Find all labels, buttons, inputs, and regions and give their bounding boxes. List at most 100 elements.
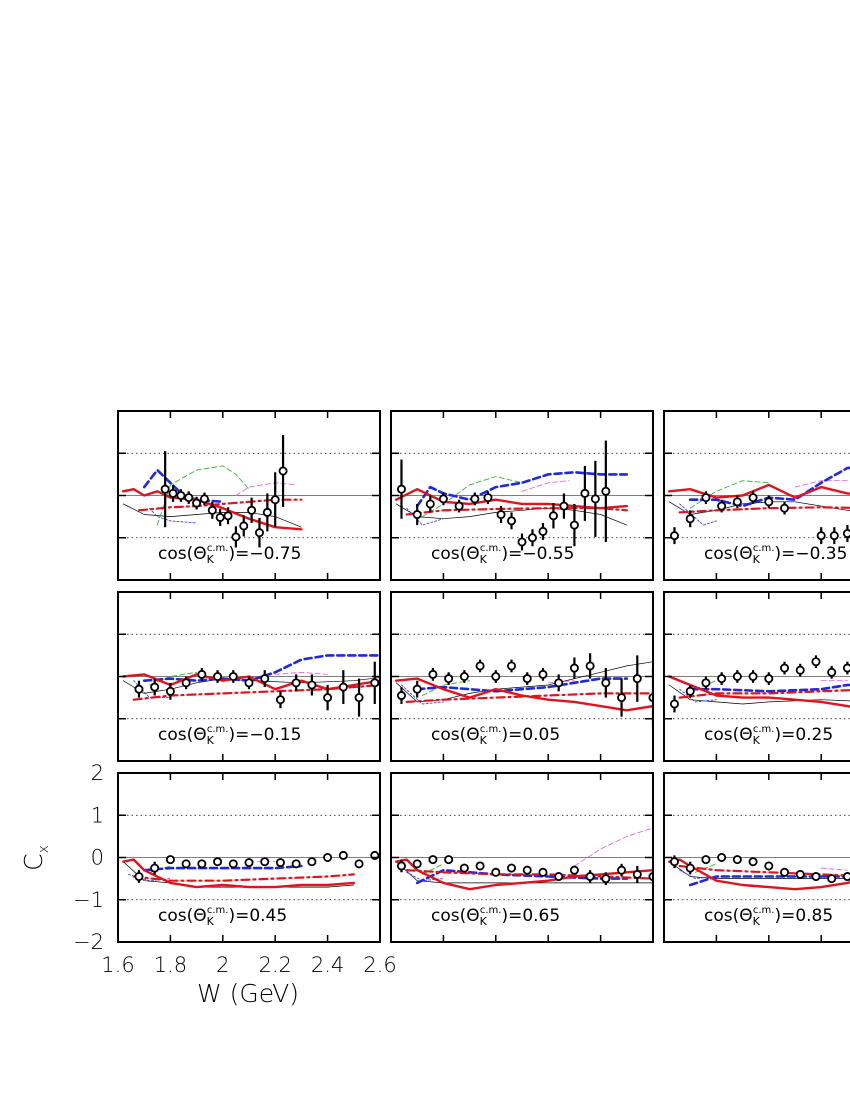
data-point [213, 672, 223, 682]
data-point [412, 510, 422, 520]
curve-dashed [142, 864, 303, 872]
data-point [396, 484, 406, 494]
data-point [231, 532, 241, 542]
panel-label-part: cos(Θ [158, 906, 207, 926]
panel-label-part: c.m. [480, 543, 502, 554]
curve-thin-dashed-green [421, 476, 523, 518]
data-point [192, 498, 202, 508]
data-point [244, 678, 254, 688]
panels-layer: cos(ΘKc.m.)=−0.75 cos(ΘKc.m.)=−0.55 cos(ΘK… [117, 410, 850, 943]
data-point [307, 680, 317, 690]
data-points [396, 440, 611, 551]
curve-thin-dashed-magenta [573, 827, 653, 867]
panel-label: cos(ΘKc.m.)=0.25 [704, 724, 833, 747]
panel-label-part: K [207, 915, 215, 928]
data-point [412, 684, 422, 694]
curve-thick-solid [668, 675, 850, 708]
curve-dashed [415, 470, 629, 508]
curve-thick-solid [668, 858, 850, 891]
curve-thick-solid [395, 677, 653, 712]
data-point [590, 494, 600, 504]
panel-label-part: K [480, 915, 488, 928]
data-point [134, 684, 144, 694]
data-point [184, 493, 194, 503]
panel-label-part: c.m. [207, 905, 229, 916]
data-point [732, 672, 742, 682]
data-point [438, 494, 448, 504]
data-point [522, 865, 532, 875]
data-point [669, 531, 679, 541]
data-point [748, 493, 758, 503]
y-tick-label: 2 [91, 761, 104, 785]
data-point [215, 512, 225, 522]
panel-label-part: c.m. [480, 905, 502, 916]
panel-label-part: K [207, 734, 215, 747]
data-point [496, 510, 506, 520]
data-points [396, 855, 653, 885]
panel-4: cos(ΘKc.m.)=−0.15 [117, 591, 381, 762]
data-point [764, 861, 774, 871]
curve-thick-solid [668, 483, 850, 499]
data-point [669, 699, 679, 709]
x-tick-label: 2 [216, 953, 229, 977]
panel-label-part: )=0.45 [228, 906, 287, 926]
data-point [816, 531, 826, 541]
y-tick-label: 1 [91, 803, 104, 827]
data-point [425, 499, 435, 509]
axes-text-layer: Cx W (GeV) 2 1 0 −1 −21.6 1.8 2 2.2 2.4 2.6 [19, 761, 397, 1008]
data-point [842, 529, 850, 539]
data-point [396, 861, 406, 871]
curve-thin-dashed-magenta [794, 480, 848, 488]
panel-label: cos(ΘKc.m.)=−0.15 [158, 724, 301, 747]
data-point [748, 857, 758, 867]
data-point [428, 855, 438, 865]
data-point [829, 531, 839, 541]
data-point [197, 669, 207, 679]
panel-label-part: K [753, 553, 761, 566]
data-point [842, 663, 850, 673]
data-point [685, 686, 695, 696]
panel-label-part: )=−0.75 [228, 544, 301, 564]
data-point [254, 528, 264, 538]
curve-dash-dot [137, 498, 303, 512]
panel-2: cos(ΘKc.m.)=−0.55 [390, 410, 654, 581]
data-point [507, 863, 517, 873]
data-point [827, 874, 837, 884]
curve-thin-dotted-blue [679, 503, 717, 526]
panel-1: cos(ΘKc.m.)=−0.75 [117, 410, 381, 581]
data-point [569, 663, 579, 673]
panel-label-part: c.m. [753, 543, 775, 554]
data-point [370, 678, 380, 688]
data-point [307, 857, 317, 867]
data-point [764, 674, 774, 684]
panel-label-part: K [753, 734, 761, 747]
panel-label-part: c.m. [753, 905, 775, 916]
curve-dash-dot [678, 864, 850, 877]
data-point [780, 867, 790, 877]
panel-label: cos(ΘKc.m.)=−0.55 [431, 543, 574, 566]
data-point [454, 501, 464, 511]
panel-label-part: cos(Θ [431, 906, 480, 926]
x-tick-label: 1.6 [101, 953, 134, 977]
curve-thin-dotted-blue [148, 507, 198, 524]
data-point [569, 865, 579, 875]
data-point [275, 695, 285, 705]
y-tick-label: 0 [91, 846, 104, 870]
data-point [260, 674, 270, 684]
data-point [197, 859, 207, 869]
panel-label-part: )=0.05 [501, 725, 560, 745]
data-point [554, 872, 564, 882]
panel-9: cos(ΘKc.m.)=0.85 [663, 772, 850, 943]
data-point [247, 505, 257, 515]
data-point [483, 493, 493, 503]
x-tick-label: 2.2 [258, 953, 291, 977]
data-point [428, 669, 438, 679]
data-point [811, 872, 821, 882]
data-point [278, 466, 288, 476]
data-point [134, 872, 144, 882]
data-points [669, 853, 850, 884]
data-point [459, 863, 469, 873]
data-point [168, 488, 178, 498]
panel-label: cos(ΘKc.m.)=−0.75 [158, 543, 301, 566]
panel-5: cos(ΘKc.m.)=0.05 [390, 591, 654, 762]
